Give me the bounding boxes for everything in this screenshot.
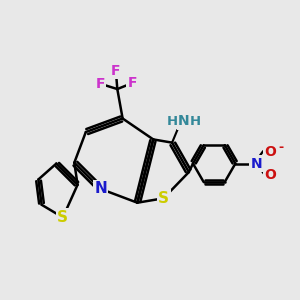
Text: F: F	[111, 64, 121, 78]
Text: -: -	[278, 141, 284, 154]
Text: F: F	[127, 76, 137, 90]
Text: O: O	[264, 168, 276, 182]
Text: +: +	[261, 152, 271, 162]
Text: S: S	[158, 191, 169, 206]
Text: F: F	[95, 77, 105, 91]
Text: N: N	[251, 157, 262, 170]
Text: O: O	[264, 146, 276, 159]
Text: S: S	[57, 210, 68, 225]
Text: N: N	[178, 114, 190, 128]
Text: N: N	[94, 182, 107, 196]
Text: H: H	[190, 115, 201, 128]
Text: H: H	[167, 115, 178, 128]
